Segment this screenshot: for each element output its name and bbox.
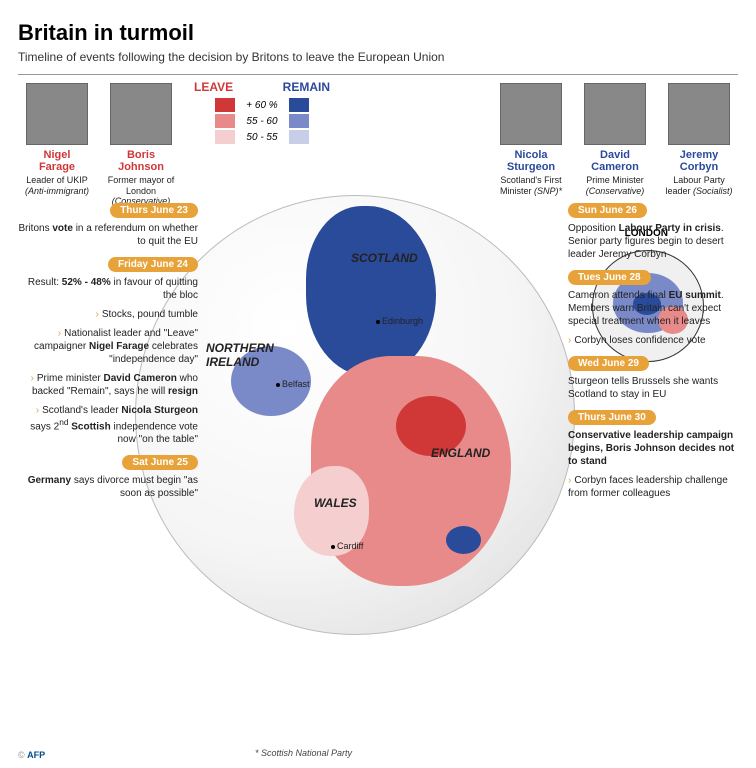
- leave-people: NigelFarage Leader of UKIP (Anti-immigra…: [18, 83, 180, 206]
- event: Britons vote in a referendum on whether …: [18, 222, 198, 248]
- subtitle: Timeline of events following the decisio…: [18, 50, 738, 64]
- legend: LEAVE REMAIN + 60 % 55 - 60 50 - 55: [192, 80, 332, 146]
- portrait: [110, 83, 172, 145]
- legend-remain-label: REMAIN: [283, 80, 330, 94]
- swatch-leave: [215, 114, 235, 128]
- footnote: * Scottish National Party: [255, 748, 352, 758]
- date-pill: Sat June 25: [122, 455, 198, 470]
- legend-band-label: 50 - 55: [238, 132, 286, 143]
- event: ›Corbyn loses confidence vote: [568, 334, 738, 347]
- event: ›Scotland's leader Nicola Sturgeon says …: [18, 404, 198, 446]
- globe: SCOTLAND NORTHERNIRELAND ENGLAND WALES Edin…: [135, 195, 575, 635]
- event: ›Nationalist leader and "Leave" campaign…: [18, 327, 198, 366]
- person: NigelFarage Leader of UKIP (Anti-immigra…: [18, 83, 96, 206]
- date-pill: Tues June 28: [568, 270, 651, 285]
- person: BorisJohnson Former mayor of London (Con…: [102, 83, 180, 206]
- person: DavidCameron Prime Minister (Conservativ…: [576, 83, 654, 206]
- city-label: Belfast: [276, 379, 310, 389]
- legend-row: 55 - 60: [192, 114, 332, 128]
- remain-people: NicolaSturgeon Scotland's First Minister…: [492, 83, 738, 206]
- portrait: [500, 83, 562, 145]
- divider: [18, 74, 738, 75]
- person-name: NicolaSturgeon: [492, 149, 570, 173]
- timeline-right: Sun June 26 Opposition Labour Party in c…: [568, 200, 738, 506]
- swatch-leave: [215, 130, 235, 144]
- event: Result: 52% - 48% in favour of quitting …: [18, 276, 198, 302]
- city-label: Edinburgh: [376, 316, 423, 326]
- date-pill: Thurs June 30: [568, 410, 656, 425]
- portrait: [584, 83, 646, 145]
- credit: © AFP: [18, 750, 45, 760]
- map: SCOTLAND NORTHERNIRELAND ENGLAND WALES Edin…: [135, 195, 585, 645]
- event: Cameron attends final EU summit. Members…: [568, 289, 738, 328]
- person-role: Scotland's First Minister (SNP)*: [492, 175, 570, 196]
- event: Conservative leadership campaign begins,…: [568, 429, 738, 468]
- event: ›Prime minister David Cameron who backed…: [18, 372, 198, 398]
- date-pill: Sun June 26: [568, 203, 647, 218]
- person-name: DavidCameron: [576, 149, 654, 173]
- page-title: Britain in turmoil: [18, 20, 738, 46]
- portrait: [668, 83, 730, 145]
- date-pill: Wed June 29: [568, 356, 649, 371]
- legend-band-label: + 60 %: [238, 100, 286, 111]
- people-row: NigelFarage Leader of UKIP (Anti-immigra…: [18, 83, 738, 206]
- swatch-remain: [289, 98, 309, 112]
- person-role: Labour Party leader (Socialist): [660, 175, 738, 196]
- region-label: WALES: [314, 496, 357, 510]
- swatch-remain: [289, 114, 309, 128]
- event: Germany says divorce must begin "as soon…: [18, 474, 198, 500]
- person-name: BorisJohnson: [102, 149, 180, 173]
- person-name: JeremyCorbyn: [660, 149, 738, 173]
- date-pill: Thurs June 23: [110, 203, 198, 218]
- person-role: Leader of UKIP (Anti-immigrant): [18, 175, 96, 196]
- region-label: NORTHERNIRELAND: [206, 341, 274, 369]
- event: Sturgeon tells Brussels she wants Scotla…: [568, 375, 738, 401]
- legend-leave-label: LEAVE: [194, 80, 233, 94]
- swatch-leave: [215, 98, 235, 112]
- event: ›Stocks, pound tumble: [18, 308, 198, 321]
- city-label: Cardiff: [331, 541, 363, 551]
- event: Opposition Labour Party in crisis. Senio…: [568, 222, 738, 261]
- timeline-left: Thurs June 23 Britons vote in a referend…: [18, 200, 198, 506]
- swatch-remain: [289, 130, 309, 144]
- region-label: SCOTLAND: [351, 251, 418, 265]
- legend-row: 50 - 55: [192, 130, 332, 144]
- person: NicolaSturgeon Scotland's First Minister…: [492, 83, 570, 206]
- person-name: NigelFarage: [18, 149, 96, 173]
- legend-band-label: 55 - 60: [238, 116, 286, 127]
- region-label: ENGLAND: [431, 446, 490, 460]
- portrait: [26, 83, 88, 145]
- person-role: Prime Minister (Conservative): [576, 175, 654, 196]
- person: JeremyCorbyn Labour Party leader (Social…: [660, 83, 738, 206]
- date-pill: Friday June 24: [108, 257, 198, 272]
- legend-row: + 60 %: [192, 98, 332, 112]
- event: ›Corbyn faces leadership challenge from …: [568, 474, 738, 500]
